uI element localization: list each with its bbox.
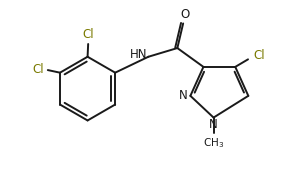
Text: N: N [209,118,218,131]
Text: CH$_3$: CH$_3$ [203,136,224,150]
Text: Cl: Cl [32,63,44,76]
Text: N: N [179,89,187,102]
Text: O: O [180,8,189,21]
Text: Cl: Cl [253,49,265,62]
Text: Cl: Cl [82,27,94,40]
Text: HN: HN [129,48,147,61]
